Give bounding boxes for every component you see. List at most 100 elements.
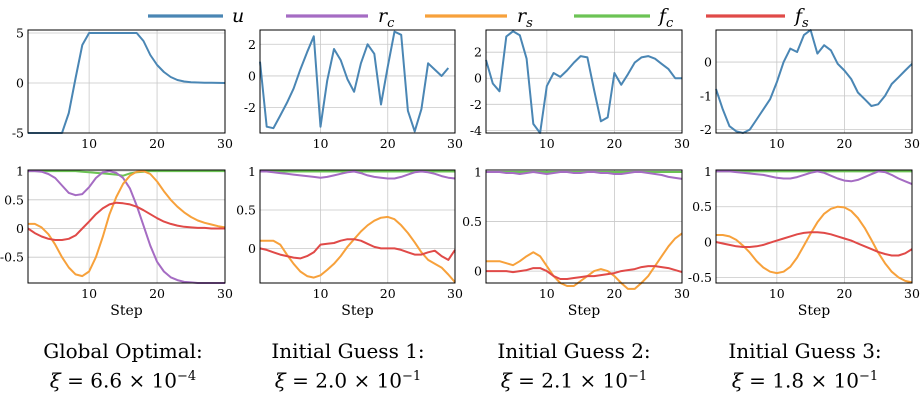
x-tick-label: 10 (539, 286, 555, 301)
y-tick-label: 1 (248, 164, 256, 179)
y-tick-label: 0 (704, 235, 712, 250)
series-line-r_s (28, 170, 226, 278)
y-tick-label: 2 (474, 45, 482, 60)
y-tick-label: -0.5 (0, 250, 24, 265)
panel-bottom-0: 10 20 30 1 0.5 0 -0.5 Step (0, 164, 233, 319)
x-tick-label: 10 (769, 286, 785, 301)
panel-top-3: 10 20 30 -2 -1 0 (700, 29, 920, 151)
x-tick-label: 10 (313, 286, 329, 301)
series-line-f_s (27, 201, 225, 241)
panel-top-2: 10 20 30 -4 -2 0 2 (470, 29, 690, 151)
x-tick-label: 30 (217, 136, 233, 151)
y-tick-label: 1 (16, 164, 24, 179)
series-line-f_c (28, 170, 225, 177)
caption-xi: ξ = 6.6 × 10−4 (49, 368, 197, 393)
y-tick-label: 0.5 (236, 202, 256, 217)
x-axis-label: Step (110, 303, 143, 319)
legend-label-f_s: fs (793, 5, 809, 31)
axes-frame (27, 29, 226, 134)
x-tick-label: 20 (606, 136, 622, 151)
y-tick-label: 1 (474, 164, 482, 179)
series-line-r_s (260, 215, 456, 283)
x-tick-label: 30 (674, 286, 690, 301)
x-tick-label: 10 (539, 136, 555, 151)
x-tick-label: 20 (606, 286, 622, 301)
axes-frame (485, 29, 683, 134)
caption-title: Global Optimal: (43, 339, 203, 363)
x-tick-label: 30 (674, 136, 690, 151)
x-tick-label: 10 (81, 136, 97, 151)
y-tick-label: 0 (474, 264, 482, 279)
legend: u rc rs fc fs (148, 5, 809, 31)
caption-global-optimal: Global Optimal: ξ = 6.6 × 10−4 (10, 338, 236, 394)
series-line-r_c (260, 170, 456, 180)
y-tick-label: -2 (700, 122, 712, 137)
series-line-u (715, 29, 913, 134)
series-line-r_s (486, 232, 683, 290)
y-tick-label: 1 (704, 164, 712, 179)
legend-label-r_s: rs (517, 5, 533, 31)
caption-initial-guess-1: Initial Guess 1: ξ = 2.0 × 10−1 (235, 338, 461, 394)
x-tick-label: 30 (447, 286, 463, 301)
y-tick-label: 0 (704, 55, 712, 70)
x-axis-label: Step (341, 303, 374, 319)
legend-label-f_c: fc (657, 5, 674, 31)
series-line-r_c (486, 171, 683, 180)
caption-initial-guess-2: Initial Guess 2: ξ = 2.1 × 10−1 (461, 338, 687, 394)
y-tick-label: -4 (470, 123, 482, 138)
axes-frame (715, 169, 913, 284)
y-tick-label: 0 (16, 221, 24, 236)
axes-frame (259, 169, 456, 284)
x-tick-label: 30 (904, 286, 920, 301)
x-tick-label: 20 (380, 286, 396, 301)
y-tick-label: -5 (12, 126, 24, 141)
series-line-f_s (486, 265, 683, 280)
y-tick-label: 0 (474, 71, 482, 86)
caption-title: Initial Guess 1: (271, 339, 425, 363)
axes-frame (27, 169, 226, 284)
series-line-r_s (716, 205, 913, 284)
x-tick-label: 10 (81, 286, 97, 301)
x-tick-label: 20 (836, 136, 852, 151)
axes-frame (259, 29, 456, 134)
x-axis-label: Step (798, 303, 831, 319)
x-axis-label: Step (568, 303, 601, 319)
caption-title: Initial Guess 2: (497, 339, 651, 363)
y-tick-label: 0.5 (692, 199, 712, 214)
series-line-u (485, 30, 682, 134)
x-tick-label: 10 (769, 136, 785, 151)
x-tick-label: 20 (149, 286, 165, 301)
y-tick-label: 5 (16, 26, 24, 41)
panel-bottom-2: 10 20 30 1 0.5 0 Step (462, 164, 690, 319)
x-tick-label: 20 (149, 136, 165, 151)
x-tick-label: 30 (904, 136, 920, 151)
x-tick-label: 20 (836, 286, 852, 301)
caption-xi: ξ = 2.0 × 10−1 (274, 368, 422, 393)
caption-xi: ξ = 2.1 × 10−1 (500, 368, 648, 393)
y-tick-label: -2 (470, 97, 482, 112)
y-tick-label: 2 (248, 37, 256, 52)
series-line-f_s (259, 238, 456, 261)
series-line-u (259, 30, 450, 133)
panel-bottom-1: 10 20 30 1 0.5 0 Step (236, 164, 463, 319)
y-tick-label: 0 (248, 68, 256, 83)
axes-frame (715, 29, 913, 134)
panel-top-1: 10 20 30 -2 0 2 (244, 29, 463, 151)
x-tick-label: 30 (447, 136, 463, 151)
x-tick-label: 20 (380, 136, 396, 151)
y-tick-label: 0.5 (4, 192, 24, 207)
y-tick-label: 0.5 (462, 214, 482, 229)
series-line-r_c (716, 170, 913, 186)
y-tick-label: -1 (700, 88, 712, 103)
x-tick-label: 30 (217, 286, 233, 301)
caption-xi: ξ = 1.8 × 10−1 (731, 368, 879, 393)
legend-label-u: u (232, 5, 244, 27)
x-tick-label: 10 (313, 136, 329, 151)
panel-bottom-3: 10 20 30 1 0.5 0 -0.5 Step (688, 164, 920, 319)
caption-title: Initial Guess 3: (728, 339, 882, 363)
series-line-f_s (715, 231, 913, 257)
y-tick-label: -2 (244, 100, 256, 115)
panel-top-0: 10 20 30 -5 0 5 (12, 26, 233, 152)
